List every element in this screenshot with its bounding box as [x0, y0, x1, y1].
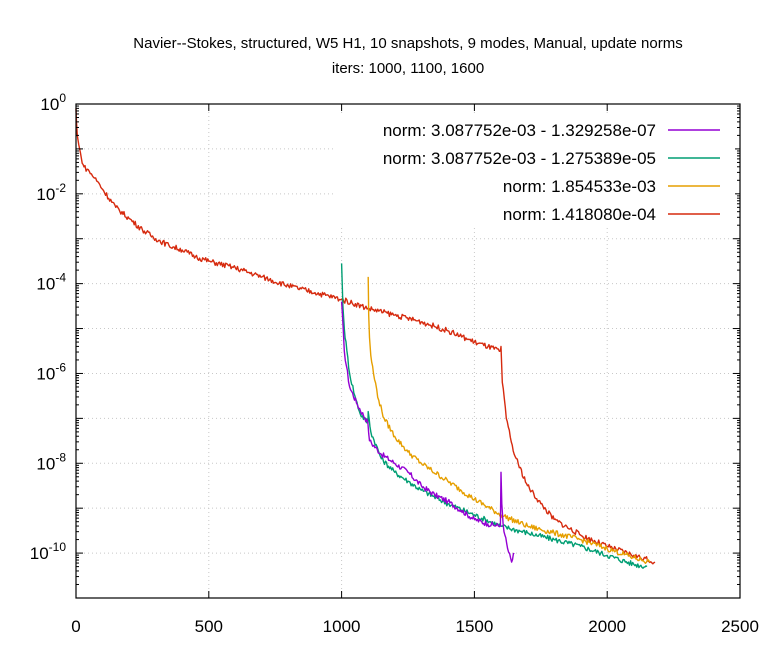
x-tick-label: 2000	[588, 617, 626, 636]
legend-label-1: norm: 3.087752e-03 - 1.329258e-07	[383, 121, 656, 140]
y-tick-base: 10	[36, 454, 55, 473]
y-tick-label: 10-8	[36, 450, 66, 473]
legend-label-2: norm: 3.087752e-03 - 1.275389e-05	[383, 149, 656, 168]
y-tick-exponent: -6	[55, 360, 66, 374]
x-tick-label: 1500	[455, 617, 493, 636]
series-line-4	[75, 108, 656, 565]
y-tick-exponent: -4	[55, 271, 66, 285]
series-line-1	[340, 301, 515, 563]
x-tick-label: 2500	[721, 617, 759, 636]
y-tick-base: 10	[36, 185, 55, 204]
legend-label-4: norm: 1.418080e-04	[503, 205, 656, 224]
y-tick-exponent: -2	[55, 181, 66, 195]
y-tick-label: 10-2	[36, 181, 66, 204]
y-tick-label: 100	[40, 91, 66, 114]
series-line-2	[340, 263, 648, 569]
legend-background	[335, 114, 735, 226]
legend-label-3: norm: 1.854533e-03	[503, 177, 656, 196]
y-tick-label: 10-6	[36, 360, 66, 383]
x-tick-label: 500	[195, 617, 223, 636]
y-tick-base: 10	[40, 95, 59, 114]
y-tick-exponent: -8	[55, 450, 66, 464]
plot-frame	[75, 103, 741, 599]
y-tick-label: 10-4	[36, 271, 66, 294]
y-tick-base: 10	[30, 544, 49, 563]
y-tick-label: 10-10	[30, 540, 67, 563]
y-tick-base: 10	[36, 275, 55, 294]
series-layer	[75, 108, 656, 569]
y-tick-base: 10	[36, 364, 55, 383]
chart-title: Navier--Stokes, structured, W5 H1, 10 sn…	[133, 35, 682, 52]
x-tick-label: 0	[71, 617, 80, 636]
chart-subtitle: iters: 1000, 1100, 1600	[332, 60, 484, 77]
y-tick-exponent: -10	[49, 540, 67, 554]
legend: norm: 3.087752e-03 - 1.329258e-07 norm: 3…	[335, 114, 735, 226]
tick-layer: 0 500 1000 1500 2000 250010010-210-410-610-81…	[30, 91, 759, 636]
x-tick-label: 1000	[323, 617, 361, 636]
series-line-3	[367, 276, 651, 564]
y-tick-exponent: 0	[59, 91, 66, 105]
